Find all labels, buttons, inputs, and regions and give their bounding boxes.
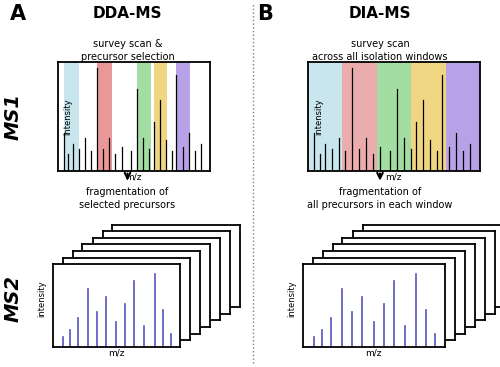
Text: intensity: intensity	[37, 281, 46, 317]
X-axis label: m/z: m/z	[366, 348, 382, 357]
Bar	[176, 62, 190, 171]
Bar	[446, 62, 480, 171]
Bar	[154, 62, 168, 171]
Bar	[342, 62, 376, 171]
Bar	[137, 62, 150, 171]
Text: DIA-MS: DIA-MS	[349, 6, 411, 21]
X-axis label: m/z: m/z	[108, 348, 124, 357]
Text: fragmentation of
selected precursors: fragmentation of selected precursors	[80, 187, 176, 210]
Text: A: A	[10, 4, 26, 23]
X-axis label: m/z: m/z	[126, 172, 142, 181]
Text: MS1: MS1	[4, 93, 23, 140]
Text: MS2: MS2	[4, 275, 23, 323]
Bar	[376, 62, 411, 171]
Text: DDA-MS: DDA-MS	[93, 6, 162, 21]
Text: survey scan &
precursor selection: survey scan & precursor selection	[80, 39, 174, 62]
Text: intensity: intensity	[314, 98, 324, 135]
Text: intensity: intensity	[287, 281, 296, 317]
Bar	[411, 62, 446, 171]
Bar	[97, 62, 112, 171]
Bar	[308, 62, 342, 171]
Text: intensity: intensity	[64, 98, 72, 135]
Text: fragmentation of
all precursors in each window: fragmentation of all precursors in each …	[308, 187, 452, 210]
Text: B: B	[258, 4, 274, 23]
Bar	[64, 62, 79, 171]
Text: survey scan
across all isolation windows: survey scan across all isolation windows	[312, 39, 448, 62]
X-axis label: m/z: m/z	[386, 172, 402, 181]
